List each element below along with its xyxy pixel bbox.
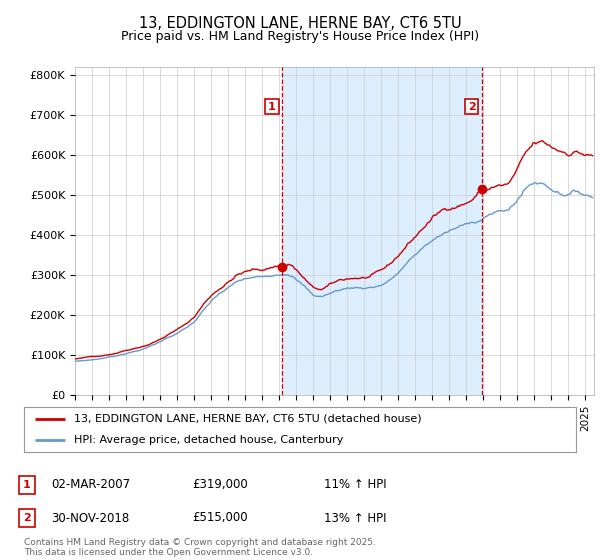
Text: 2: 2 (23, 513, 31, 523)
Text: 02-MAR-2007: 02-MAR-2007 (51, 478, 130, 492)
Text: 1: 1 (23, 480, 31, 490)
Text: 13, EDDINGTON LANE, HERNE BAY, CT6 5TU: 13, EDDINGTON LANE, HERNE BAY, CT6 5TU (139, 16, 461, 31)
Text: 11% ↑ HPI: 11% ↑ HPI (324, 478, 386, 492)
Text: Price paid vs. HM Land Registry's House Price Index (HPI): Price paid vs. HM Land Registry's House … (121, 30, 479, 43)
Text: 13, EDDINGTON LANE, HERNE BAY, CT6 5TU (detached house): 13, EDDINGTON LANE, HERNE BAY, CT6 5TU (… (74, 414, 421, 424)
Text: 2: 2 (468, 101, 476, 111)
Text: Contains HM Land Registry data © Crown copyright and database right 2025.
This d: Contains HM Land Registry data © Crown c… (24, 538, 376, 557)
Text: 30-NOV-2018: 30-NOV-2018 (51, 511, 129, 525)
Text: £319,000: £319,000 (192, 478, 248, 492)
Text: 13% ↑ HPI: 13% ↑ HPI (324, 511, 386, 525)
Bar (282, 67, 482, 395)
Text: 1: 1 (268, 101, 276, 111)
Text: £515,000: £515,000 (192, 511, 248, 525)
Text: HPI: Average price, detached house, Canterbury: HPI: Average price, detached house, Cant… (74, 435, 343, 445)
